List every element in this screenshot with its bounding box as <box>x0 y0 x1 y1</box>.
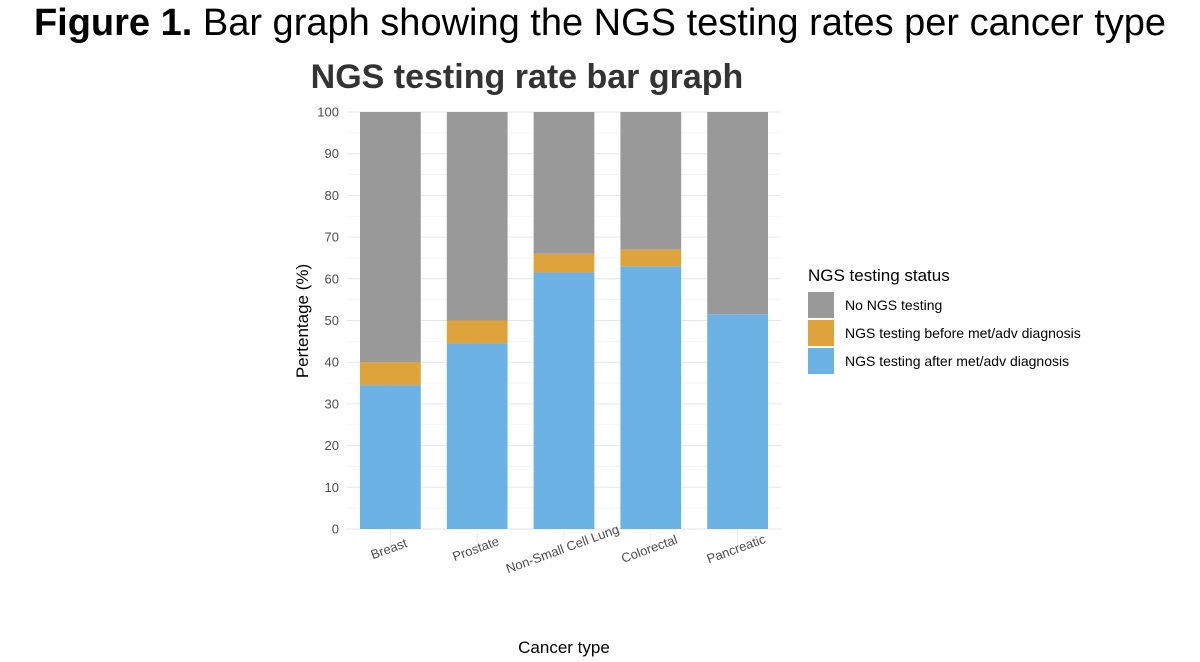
x-tick-label: Breast <box>369 535 410 562</box>
y-tick-label: 30 <box>325 396 339 411</box>
y-tick-label: 90 <box>325 146 339 161</box>
bar-pancreatic-no-ngs-testing <box>707 112 768 315</box>
bar-non-small-cell-lung-no-ngs-testing <box>533 112 595 254</box>
figure-caption-text: Bar graph showing the NGS testing rates … <box>192 2 1167 44</box>
y-tick-label: 40 <box>325 355 339 370</box>
y-axis-ticks: 0 10 20 30 40 50 60 70 80 90 100 <box>317 105 339 537</box>
x-tick-label: Non-Small Cell Lung <box>504 521 621 576</box>
bar-colorectal-ngs-testing-after-met-adv-diagnosis <box>620 266 682 529</box>
bar-colorectal-no-ngs-testing <box>620 112 682 250</box>
bar-breast-ngs-testing-before-met-adv-diagnosis <box>360 362 421 386</box>
bar-pancreatic-ngs-testing-after-met-adv-diagnosis <box>707 314 768 529</box>
chart-title: NGS testing rate bar graph <box>311 58 744 96</box>
figure-label: Figure 1. <box>33 2 193 44</box>
y-tick-label: 0 <box>332 522 339 537</box>
legend-label: NGS testing before met/adv diagnosis <box>845 325 1081 341</box>
legend-swatch-ngs-testing-after-met-adv-diagnosis <box>808 348 834 374</box>
x-tick-label: Pancreatic <box>705 531 768 566</box>
x-axis-title: Cancer type <box>518 638 610 657</box>
y-tick-label: 100 <box>317 105 339 120</box>
bars <box>360 112 768 529</box>
y-tick-label: 60 <box>325 271 339 286</box>
bar-prostate-ngs-testing-after-met-adv-diagnosis <box>446 343 508 529</box>
legend-title: NGS testing status <box>808 266 950 285</box>
bar-breast-ngs-testing-after-met-adv-diagnosis <box>360 385 421 529</box>
x-tick-label: Colorectal <box>619 532 679 566</box>
legend-label: NGS testing after met/adv diagnosis <box>845 353 1069 369</box>
bar-prostate-no-ngs-testing <box>446 112 508 321</box>
legend-swatch-ngs-testing-before-met-adv-diagnosis <box>808 320 834 346</box>
y-tick-label: 10 <box>325 480 339 495</box>
bar-breast-no-ngs-testing <box>360 112 421 363</box>
bar-non-small-cell-lung-ngs-testing-after-met-adv-diagnosis <box>533 272 595 529</box>
legend-label: No NGS testing <box>845 297 942 313</box>
legend: NGS testing status No NGS testing NGS tes… <box>808 266 1081 374</box>
bar-colorectal-ngs-testing-before-met-adv-diagnosis <box>620 249 682 267</box>
y-tick-label: 20 <box>325 438 339 453</box>
y-tick-label: 50 <box>325 313 339 328</box>
y-axis-title: Pertentage (%) <box>293 264 312 378</box>
bar-prostate-ngs-testing-before-met-adv-diagnosis <box>446 320 508 344</box>
y-tick-label: 70 <box>325 230 339 245</box>
y-tick-label: 80 <box>325 188 339 203</box>
bar-non-small-cell-lung-ngs-testing-before-met-adv-diagnosis <box>533 253 595 273</box>
figure-caption: Figure 1. Bar graph showing the NGS test… <box>0 2 1200 45</box>
legend-swatch-no-ngs-testing <box>808 292 834 318</box>
x-axis-ticks: Breast Prostate Non-Small Cell LungColorec… <box>369 521 768 576</box>
x-tick-label: Prostate <box>450 533 501 564</box>
